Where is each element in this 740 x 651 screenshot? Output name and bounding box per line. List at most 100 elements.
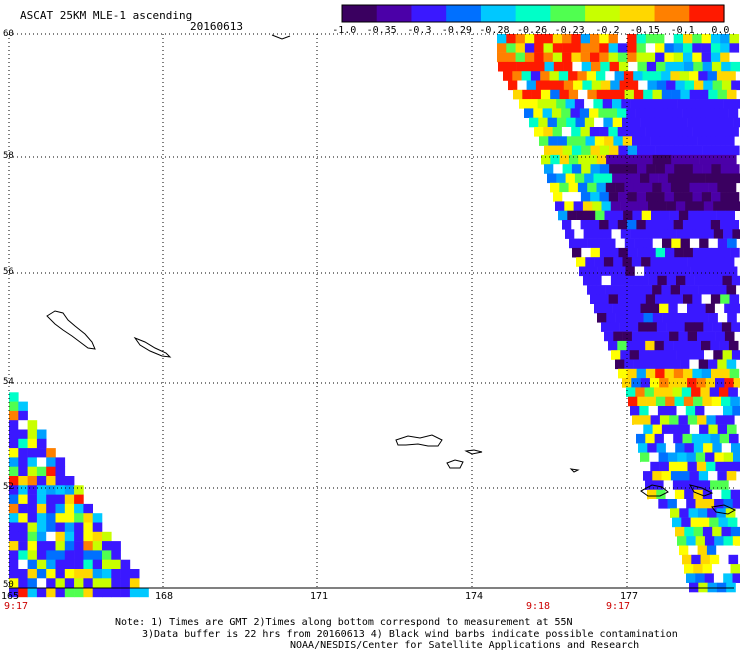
data-cell — [734, 378, 740, 388]
data-cell — [583, 201, 593, 211]
data-cell — [657, 322, 667, 332]
data-cell — [547, 99, 557, 109]
data-cell — [566, 118, 576, 128]
data-cell — [670, 508, 680, 518]
data-cell — [602, 276, 612, 286]
data-cell — [606, 285, 616, 295]
data-cell — [28, 550, 38, 560]
data-cell — [651, 211, 661, 221]
data-cell — [604, 257, 614, 267]
data-cell — [683, 220, 693, 230]
data-cell — [650, 257, 660, 267]
data-cell — [711, 369, 721, 379]
data-cell — [669, 415, 679, 425]
data-cell — [680, 71, 690, 81]
data-cell — [673, 434, 683, 444]
data-cell — [9, 523, 19, 533]
data-cell — [636, 434, 646, 444]
data-cell — [698, 71, 708, 81]
data-cell — [624, 285, 634, 295]
data-cell — [56, 513, 66, 523]
data-cell — [687, 174, 697, 184]
data-cell — [649, 406, 659, 416]
data-cell — [582, 81, 592, 91]
data-cell — [579, 267, 589, 277]
data-cell — [616, 313, 626, 323]
data-cell — [699, 285, 709, 295]
data-cell — [602, 201, 612, 211]
data-cell — [714, 453, 724, 463]
data-cell — [730, 192, 740, 202]
data-cell — [609, 43, 619, 53]
data-cell — [556, 174, 566, 184]
data-cell — [730, 397, 740, 407]
data-cell — [711, 164, 721, 174]
data-cell — [634, 90, 644, 100]
data-cell — [130, 588, 140, 598]
data-cell — [18, 402, 28, 412]
data-cell — [702, 34, 712, 44]
data-cell — [621, 229, 631, 239]
data-cell — [596, 71, 606, 81]
data-cell — [709, 313, 719, 323]
data-cell — [690, 90, 700, 100]
data-cell — [552, 108, 562, 118]
data-cell — [562, 220, 572, 230]
data-cell — [643, 471, 653, 481]
data-cell — [597, 90, 607, 100]
data-cell — [503, 71, 513, 81]
data-cell — [646, 220, 656, 230]
data-cell — [581, 220, 591, 230]
data-cell — [682, 387, 692, 397]
data-cell — [9, 448, 19, 458]
data-cell — [578, 183, 588, 193]
data-cell — [599, 220, 609, 230]
data-cell — [18, 448, 28, 458]
data-cell — [643, 285, 653, 295]
data-cell — [720, 220, 730, 230]
data-cell — [675, 397, 685, 407]
swath-cells — [9, 34, 740, 597]
data-cell — [692, 53, 702, 63]
data-cell — [712, 62, 722, 72]
data-cell — [716, 415, 726, 425]
data-cell — [658, 406, 668, 416]
data-cell — [688, 415, 698, 425]
data-cell — [617, 341, 627, 351]
data-cell — [543, 108, 553, 118]
data-cell — [535, 62, 545, 72]
data-cell — [656, 397, 666, 407]
data-cell — [74, 504, 84, 514]
data-cell — [611, 350, 621, 360]
data-cell — [707, 211, 717, 221]
data-cell — [531, 71, 541, 81]
data-cell — [679, 136, 689, 146]
data-cell — [583, 276, 593, 286]
data-cell — [18, 532, 28, 542]
data-cell — [706, 136, 716, 146]
data-cell — [708, 71, 718, 81]
data-cell — [718, 313, 728, 323]
data-cell — [715, 304, 725, 314]
data-cell — [657, 443, 667, 453]
data-cell — [548, 136, 558, 146]
data-cell — [540, 71, 550, 81]
data-cell — [631, 304, 641, 314]
data-cell — [9, 457, 19, 467]
data-cell — [591, 62, 601, 72]
data-cell — [688, 211, 698, 221]
data-cell — [18, 420, 28, 430]
data-cell — [18, 457, 28, 467]
data-cell — [669, 332, 679, 342]
data-cell — [506, 53, 516, 63]
data-cell — [555, 201, 565, 211]
data-cell — [672, 518, 682, 528]
data-cell — [730, 34, 740, 44]
data-cell — [641, 332, 651, 342]
data-cell — [683, 434, 693, 444]
data-cell — [573, 81, 583, 91]
data-cell — [712, 564, 722, 574]
data-cell — [576, 118, 586, 128]
data-cell — [46, 485, 56, 495]
data-cell — [717, 285, 727, 295]
